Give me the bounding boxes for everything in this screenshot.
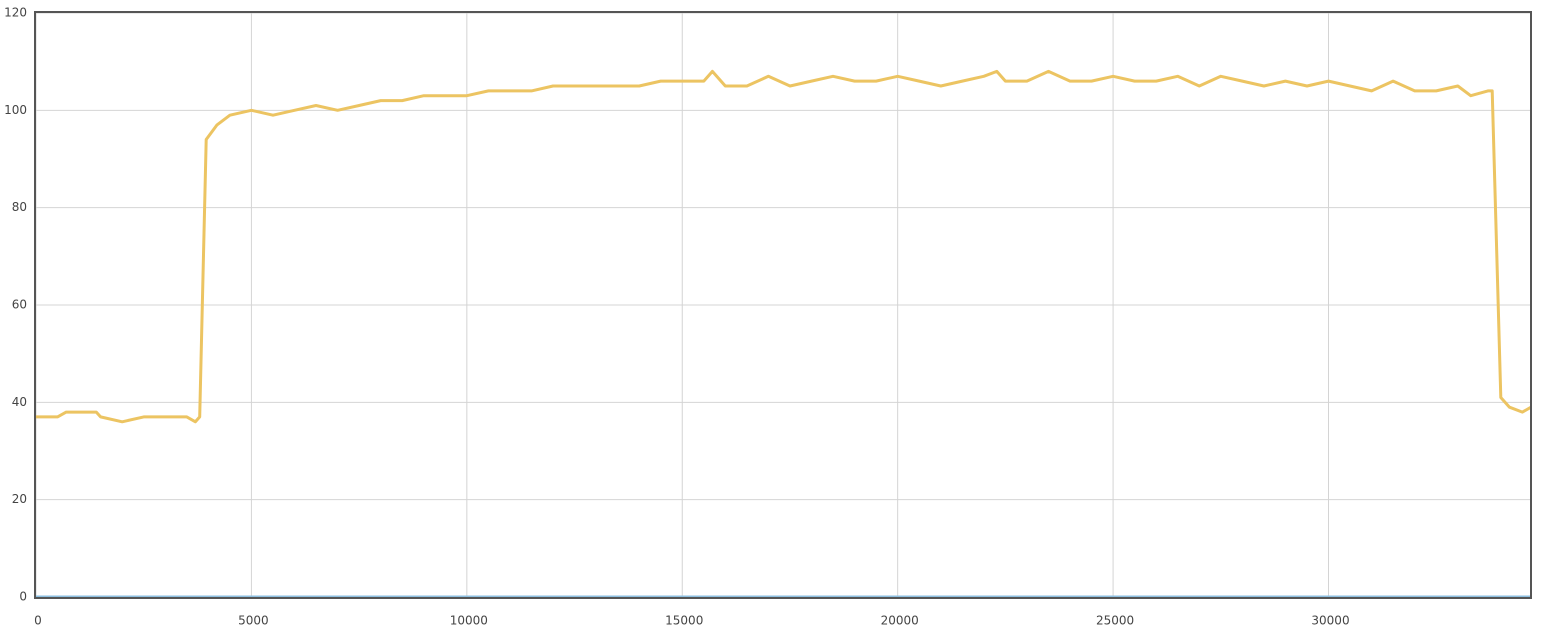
x-tick-label: 30000 — [1311, 614, 1349, 628]
plot-frame — [34, 11, 1532, 599]
y-tick-label: 0 — [19, 590, 27, 604]
x-tick-label: 25000 — [1096, 614, 1134, 628]
y-tick-label: 80 — [12, 200, 27, 214]
y-tick-label: 100 — [4, 103, 27, 117]
y-tick-label: 120 — [4, 6, 27, 20]
data-line — [36, 69, 1532, 424]
x-tick-label: 15000 — [665, 614, 703, 628]
x-tick-label: 20000 — [881, 614, 919, 628]
x-tick-label: 5000 — [238, 614, 269, 628]
y-tick-label: 40 — [12, 395, 27, 409]
y-tick-label: 20 — [12, 492, 27, 506]
x-tick-label: 10000 — [450, 614, 488, 628]
y-tick-label: 60 — [12, 298, 27, 312]
x-tick-label: 0 — [34, 614, 42, 628]
